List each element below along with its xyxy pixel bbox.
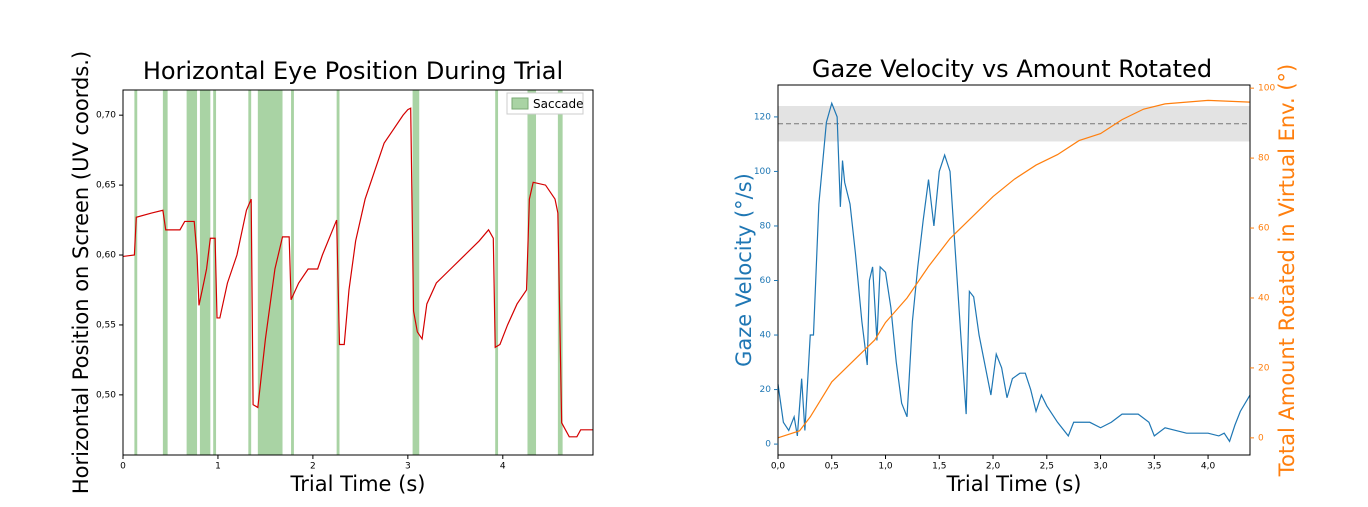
saccade-span	[495, 90, 499, 455]
y-tick-label: 40	[760, 331, 772, 341]
saccade-span	[257, 90, 283, 455]
x-tick-label: 1,0	[878, 462, 893, 472]
saccade-span	[248, 90, 252, 455]
data-line	[777, 99, 1251, 439]
chart-title: Horizontal Eye Position During Trial	[143, 57, 563, 85]
data-line	[122, 107, 593, 438]
x-tick-label: 1	[215, 462, 221, 472]
x-tick-label: 3	[405, 462, 411, 472]
x-tick-label: 2	[310, 462, 316, 472]
legend-label: Saccade	[533, 97, 584, 111]
y-tick-label: 0,50	[96, 390, 116, 400]
y-tick-label: 80	[760, 221, 772, 231]
legend-swatch	[511, 97, 529, 110]
y2-tick-label: 40	[1258, 293, 1270, 303]
y2-axis-label: Total Amount Rotated in Virtual Env. (°)	[1275, 64, 1299, 477]
saccade-span	[213, 90, 217, 455]
data-line	[777, 101, 1251, 443]
x-tick-label: 0,0	[771, 462, 786, 472]
y-tick-label: 0,55	[96, 320, 116, 330]
saccade-span	[162, 90, 168, 455]
y-tick-label: 100	[754, 167, 771, 177]
x-tick-label: 0	[120, 462, 126, 472]
x-tick-label: 2,0	[986, 462, 1001, 472]
x-tick-label: 3,0	[1093, 462, 1108, 472]
plot-frame	[122, 89, 594, 456]
saccade-span	[199, 90, 211, 455]
y-tick-label: 20	[760, 385, 772, 395]
x-tick-label: 4,0	[1201, 462, 1216, 472]
saccade-span	[134, 90, 138, 455]
y-tick-label: 0,70	[96, 111, 116, 121]
y-tick-label: 60	[760, 276, 772, 286]
y2-tick-label: 0	[1258, 433, 1264, 443]
plot-frame	[777, 84, 1251, 456]
y2-tick-label: 20	[1258, 363, 1270, 373]
x-axis-label: Trial Time (s)	[290, 472, 426, 496]
y-axis-label: Gaze Velocity (°/s)	[732, 173, 756, 367]
saccade-span	[186, 90, 198, 455]
y-axis-label: Horizontal Position on Screen (UV coords…	[69, 51, 93, 494]
y2-tick-label: 100	[1258, 84, 1275, 94]
saccade-span	[527, 90, 537, 455]
y2-tick-label: 80	[1258, 154, 1270, 164]
saccade-span	[557, 90, 563, 455]
saccade-span	[412, 90, 420, 455]
x-tick-label: 2,5	[1040, 462, 1054, 472]
x-axis-label: Trial Time (s)	[946, 472, 1082, 496]
x-tick-label: 4	[500, 462, 506, 472]
y-tick-label: 0	[765, 440, 771, 450]
y-tick-label: 120	[754, 112, 771, 122]
x-tick-label: 1,5	[932, 462, 946, 472]
y-tick-label: 0,60	[96, 251, 116, 261]
y2-tick-label: 60	[1258, 224, 1270, 234]
y-tick-label: 0,65	[96, 181, 116, 191]
saccade-span	[291, 90, 294, 455]
x-tick-label: 3,5	[1147, 462, 1161, 472]
chart-title: Gaze Velocity vs Amount Rotated	[812, 55, 1212, 83]
x-tick-label: 0,5	[825, 462, 839, 472]
